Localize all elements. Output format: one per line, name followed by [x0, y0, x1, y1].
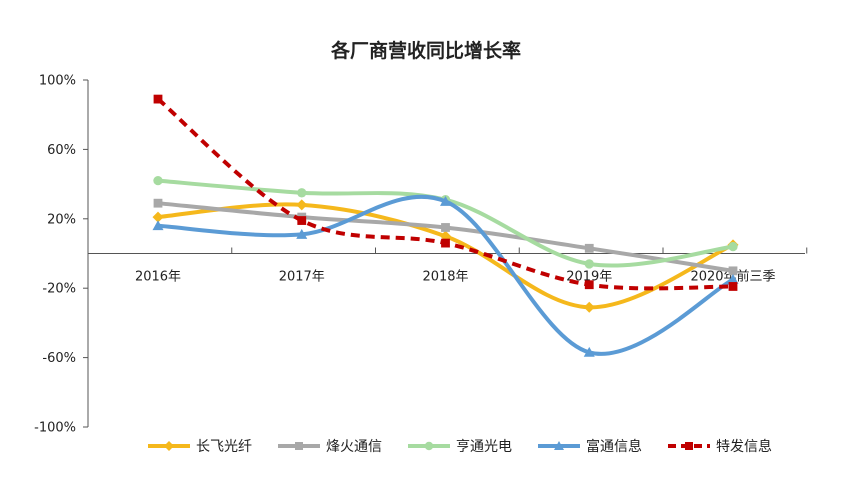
data-point	[727, 274, 739, 284]
legend-label: 烽火通信	[326, 439, 382, 455]
y-tick-label: 20%	[47, 212, 76, 227]
series-1	[152, 199, 739, 313]
data-point	[152, 211, 164, 223]
legend-item: 亨通光电	[408, 438, 512, 455]
data-point	[296, 228, 308, 239]
x-tick-label: 2016年	[135, 270, 181, 285]
legend-swatch-marker	[685, 442, 693, 450]
data-point	[440, 195, 451, 206]
data-point	[441, 223, 450, 232]
legend-item: 烽火通信	[278, 439, 382, 455]
legend-item: 长飞光纤	[148, 439, 252, 455]
data-point	[153, 198, 163, 208]
y-tick-label: 100%	[39, 74, 76, 89]
series-3	[153, 175, 738, 269]
data-point	[728, 241, 738, 252]
data-point	[153, 94, 163, 104]
legend-item: 富通信息	[538, 438, 642, 455]
data-point	[152, 220, 164, 231]
series-line	[156, 194, 735, 356]
legend-swatch-marker	[424, 441, 434, 451]
data-point	[584, 280, 594, 290]
series-4	[152, 194, 739, 357]
legend-label: 富通信息	[586, 438, 642, 455]
data-point	[296, 199, 308, 211]
legend-item: 特发信息	[668, 438, 772, 455]
data-point	[297, 188, 307, 198]
legend: 长飞光纤 烽火通信 亨通光电 富通信息 特发信息	[148, 438, 772, 455]
x-tick-label: 2017年	[279, 270, 325, 285]
y-tick-label: 60%	[47, 143, 76, 158]
y-tick-label: -60%	[42, 351, 76, 366]
data-point	[584, 243, 594, 253]
legend-swatch-marker	[164, 441, 174, 451]
data-point	[728, 282, 738, 291]
series-5	[153, 94, 738, 291]
data-point	[441, 238, 450, 248]
data-point	[728, 266, 738, 276]
axes: 100%60%20%-20%-60%-100%2016年 2017年 2018年 20…	[34, 74, 808, 436]
y-tick-label: -20%	[42, 282, 76, 297]
data-point	[583, 346, 595, 357]
series-line	[156, 97, 734, 291]
legend-swatch-marker	[295, 442, 303, 450]
y-tick-label: -100%	[34, 421, 76, 436]
data-point	[584, 259, 594, 269]
chart-title: 各厂商营收同比增长率	[330, 40, 521, 62]
legend-label: 长飞光纤	[196, 439, 252, 455]
legend-label: 特发信息	[716, 438, 772, 455]
legend-swatch-marker	[554, 441, 564, 450]
data-point	[297, 216, 307, 225]
series-layer	[152, 94, 739, 357]
data-point	[583, 301, 595, 313]
data-point	[153, 175, 163, 186]
x-tick-label: 2018年	[422, 270, 468, 285]
legend-label: 亨通光电	[456, 438, 512, 455]
